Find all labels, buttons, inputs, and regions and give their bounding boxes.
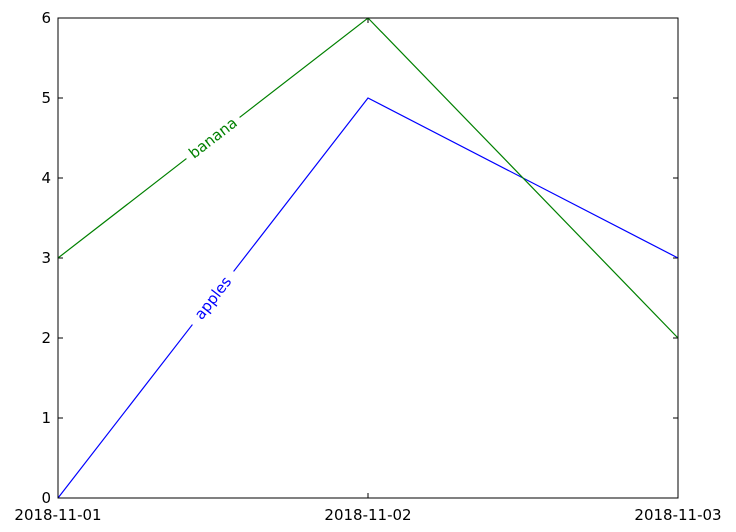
y-tick-label: 1: [41, 409, 51, 427]
plot-frame: [57, 17, 679, 499]
axis-tick-labels: 0 1 2 3 4 5 6 2018-11-01 2018-11-02 2018-11-03: [14, 9, 721, 524]
x-tick-label: 2018-11-03: [634, 506, 721, 524]
y-tick-label: 5: [41, 89, 51, 107]
plot-area: [58, 18, 678, 498]
y-tick-label: 3: [41, 249, 51, 267]
x-tick-label: 2018-11-02: [324, 506, 411, 524]
y-tick-label: 6: [41, 9, 51, 27]
y-tick-label: 0: [41, 489, 51, 507]
series-line-apples: [57, 97, 679, 499]
y-tick-label: 4: [41, 169, 51, 187]
y-tick-label: 2: [41, 329, 51, 347]
x-tick-label: 2018-11-01: [14, 506, 101, 524]
